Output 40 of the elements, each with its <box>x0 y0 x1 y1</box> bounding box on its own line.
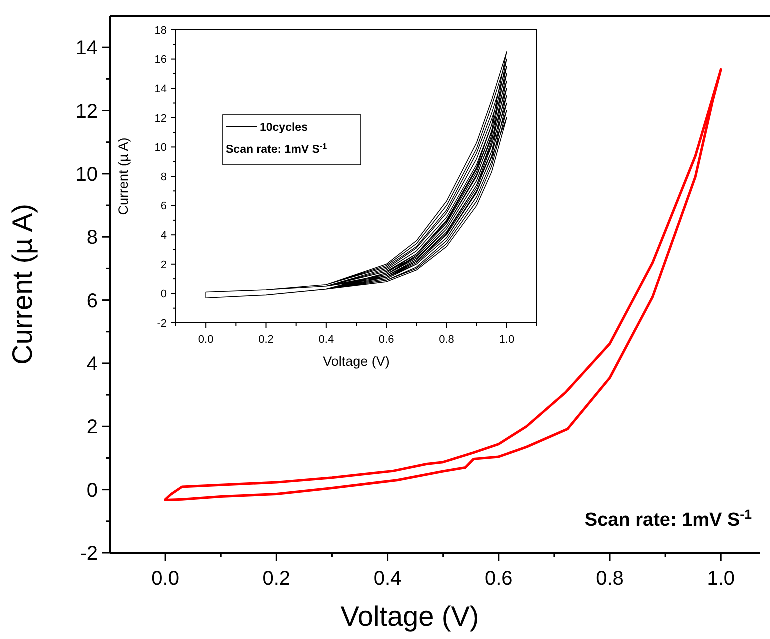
y-tick-label: 0 <box>86 480 98 502</box>
x-tick-label: 0.4 <box>318 334 334 346</box>
x-tick-label: 0.2 <box>262 568 291 590</box>
x-tick-label: 0.0 <box>152 568 180 590</box>
x-tick-label: 0.6 <box>378 334 394 346</box>
y-tick-label: 4 <box>160 230 167 242</box>
x-tick-label: 0.4 <box>374 568 402 590</box>
y-tick-label: 14 <box>76 38 98 60</box>
y-tick-label: 12 <box>76 100 98 123</box>
y-tick-label: -2 <box>80 543 98 565</box>
y-tick-label: 2 <box>86 416 98 439</box>
y-tick-label: 0 <box>160 288 167 301</box>
y-tick-label: 10 <box>76 164 98 186</box>
y-tick-label: 14 <box>154 83 167 96</box>
annotation: Scan rate: 1mV S$^{-1}$ <box>584 506 753 531</box>
y-tick-label: 4 <box>86 353 98 376</box>
y-tick-label: 8 <box>86 227 98 250</box>
y-tick-label: 2 <box>160 259 167 272</box>
y-axis-title: Current (µ A) <box>7 204 38 365</box>
y-tick-label: 16 <box>154 54 167 66</box>
y-tick-label: 18 <box>154 24 167 37</box>
y-tick-label: 8 <box>160 171 167 184</box>
x-axis-title: Voltage (V) <box>323 354 390 369</box>
y-tick-label: 10 <box>154 142 167 154</box>
y-tick-label: 6 <box>86 290 98 312</box>
x-tick-label: 1.0 <box>707 568 736 590</box>
y-tick-label: 12 <box>154 112 167 125</box>
y-tick-label: -2 <box>157 318 167 330</box>
x-axis-title: Voltage (V) <box>340 601 480 632</box>
line-series <box>206 52 508 298</box>
legend-label: 10cycles <box>260 122 308 134</box>
y-tick-label: 6 <box>160 200 167 213</box>
annotation: Scan rate: 1mV S$^{-1}$ <box>226 142 328 156</box>
x-tick-label: 0.6 <box>484 568 513 590</box>
y-axis-title: Current (µ A) <box>116 138 131 216</box>
x-tick-label: 0.2 <box>258 334 274 346</box>
x-tick-label: 0.0 <box>198 334 214 346</box>
x-tick-label: 0.8 <box>596 568 624 590</box>
x-tick-label: 1.0 <box>499 334 515 346</box>
x-tick-label: 0.8 <box>439 334 454 346</box>
